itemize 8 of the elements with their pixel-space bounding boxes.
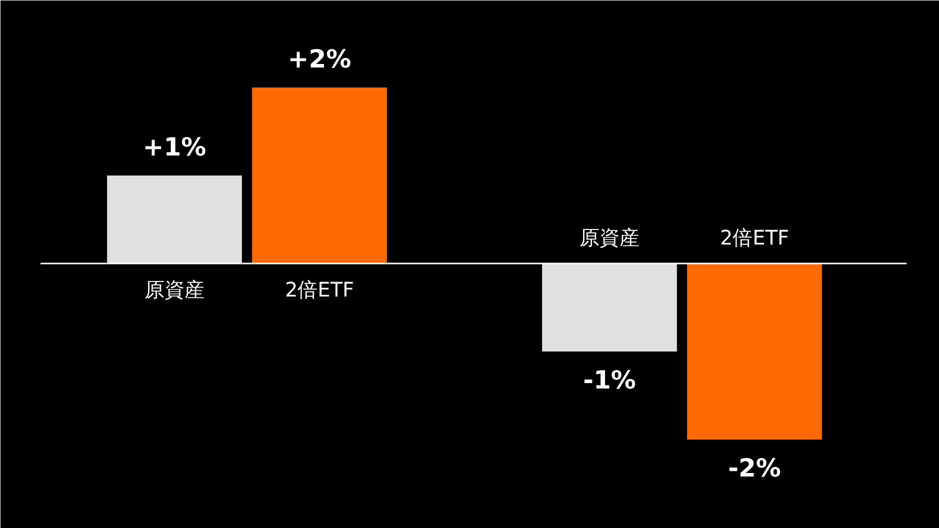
data-label: +1%: [142, 132, 206, 162]
data-label: -1%: [583, 366, 636, 394]
x-tick-label: 原資産: [580, 226, 640, 250]
data-label: -2%: [728, 454, 781, 482]
data-label: +2%: [288, 44, 352, 74]
x-tick-label: 原資産: [144, 278, 204, 302]
x-tick-label: 2倍ETF: [284, 278, 354, 302]
x-tick-label: 2倍ETF: [720, 226, 790, 250]
